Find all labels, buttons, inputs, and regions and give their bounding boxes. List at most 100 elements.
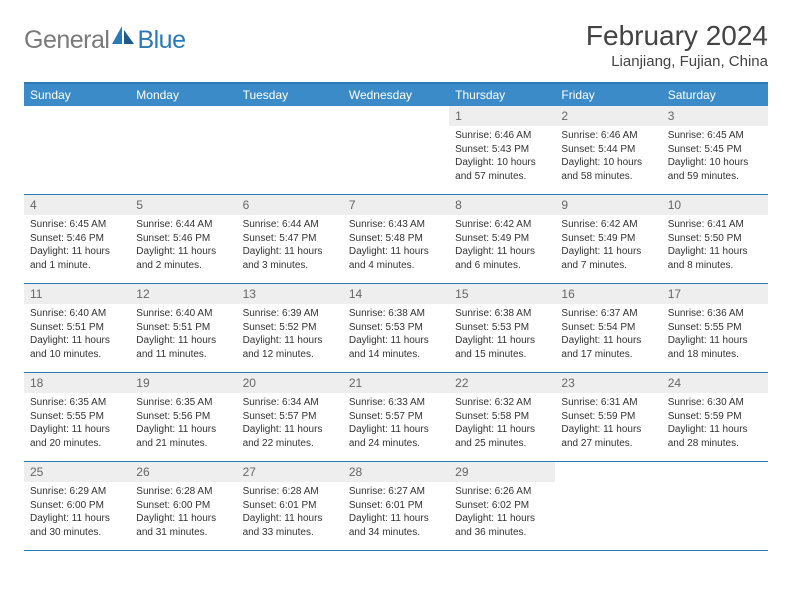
day-number: 8 [449,195,555,215]
sunset-text: Sunset: 5:53 PM [349,321,443,335]
location-text: Lianjiang, Fujian, China [586,53,768,70]
day-number: 29 [449,462,555,482]
logo-text-general: General [24,26,109,55]
header: General Blue February 2024 Lianjiang, Fu… [24,20,768,70]
day-number: 19 [130,373,236,393]
sunrise-text: Sunrise: 6:29 AM [30,485,124,499]
sunrise-text: Sunrise: 6:27 AM [349,485,443,499]
day-cell: 21Sunrise: 6:33 AMSunset: 5:57 PMDayligh… [343,373,449,461]
day-info: Sunrise: 6:41 AMSunset: 5:50 PMDaylight:… [662,215,768,277]
day-cell: 9Sunrise: 6:42 AMSunset: 5:49 PMDaylight… [555,195,661,283]
day-number: 25 [24,462,130,482]
daylight-text: Daylight: 11 hours and 24 minutes. [349,423,443,450]
day-cell: 11Sunrise: 6:40 AMSunset: 5:51 PMDayligh… [24,284,130,372]
sunrise-text: Sunrise: 6:38 AM [349,307,443,321]
day-cell: 12Sunrise: 6:40 AMSunset: 5:51 PMDayligh… [130,284,236,372]
day-number: 13 [237,284,343,304]
day-number: 26 [130,462,236,482]
sunrise-text: Sunrise: 6:39 AM [243,307,337,321]
week-row: ....1Sunrise: 6:46 AMSunset: 5:43 PMDayl… [24,106,768,195]
empty-cell: . [343,106,449,194]
week-row: 25Sunrise: 6:29 AMSunset: 6:00 PMDayligh… [24,462,768,551]
sunrise-text: Sunrise: 6:36 AM [668,307,762,321]
daylight-text: Daylight: 10 hours and 57 minutes. [455,156,549,183]
weekday-header: Monday [130,84,236,106]
day-number: 9 [555,195,661,215]
sunrise-text: Sunrise: 6:35 AM [30,396,124,410]
day-number: 7 [343,195,449,215]
day-info: Sunrise: 6:30 AMSunset: 5:59 PMDaylight:… [662,393,768,455]
sunrise-text: Sunrise: 6:33 AM [349,396,443,410]
sunset-text: Sunset: 5:54 PM [561,321,655,335]
sail-icon [112,26,134,44]
day-info: Sunrise: 6:35 AMSunset: 5:55 PMDaylight:… [24,393,130,455]
daylight-text: Daylight: 11 hours and 25 minutes. [455,423,549,450]
empty-cell: . [24,106,130,194]
sunset-text: Sunset: 5:59 PM [561,410,655,424]
sunset-text: Sunset: 5:58 PM [455,410,549,424]
daylight-text: Daylight: 11 hours and 33 minutes. [243,512,337,539]
day-cell: 19Sunrise: 6:35 AMSunset: 5:56 PMDayligh… [130,373,236,461]
sunrise-text: Sunrise: 6:38 AM [455,307,549,321]
sunrise-text: Sunrise: 6:28 AM [243,485,337,499]
weekday-header: Saturday [662,84,768,106]
day-number: 28 [343,462,449,482]
daylight-text: Daylight: 11 hours and 31 minutes. [136,512,230,539]
day-info: Sunrise: 6:37 AMSunset: 5:54 PMDaylight:… [555,304,661,366]
daylight-text: Daylight: 11 hours and 34 minutes. [349,512,443,539]
day-info: Sunrise: 6:28 AMSunset: 6:00 PMDaylight:… [130,482,236,544]
sunset-text: Sunset: 5:56 PM [136,410,230,424]
day-number: 21 [343,373,449,393]
day-cell: 29Sunrise: 6:26 AMSunset: 6:02 PMDayligh… [449,462,555,550]
day-info: Sunrise: 6:26 AMSunset: 6:02 PMDaylight:… [449,482,555,544]
week-row: 4Sunrise: 6:45 AMSunset: 5:46 PMDaylight… [24,195,768,284]
day-cell: 28 Sunrise: 6:27 AMSunset: 6:01 PMDayligh… [343,462,449,550]
week-row: 18Sunrise: 6:35 AMSunset: 5:55 PMDayligh… [24,373,768,462]
sunrise-text: Sunrise: 6:42 AM [561,218,655,232]
sunrise-text: Sunrise: 6:37 AM [561,307,655,321]
daylight-text: Daylight: 11 hours and 36 minutes. [455,512,549,539]
day-info: Sunrise: 6:44 AMSunset: 5:46 PMDaylight:… [130,215,236,277]
day-cell: 20Sunrise: 6:34 AMSunset: 5:57 PMDayligh… [237,373,343,461]
daylight-text: Daylight: 11 hours and 6 minutes. [455,245,549,272]
empty-cell: . [237,106,343,194]
day-cell: 14Sunrise: 6:38 AMSunset: 5:53 PMDayligh… [343,284,449,372]
day-cell: 15Sunrise: 6:38 AMSunset: 5:53 PMDayligh… [449,284,555,372]
day-number: 17 [662,284,768,304]
day-cell: 26Sunrise: 6:28 AMSunset: 6:00 PMDayligh… [130,462,236,550]
day-info: Sunrise: 6:36 AMSunset: 5:55 PMDaylight:… [662,304,768,366]
sunrise-text: Sunrise: 6:42 AM [455,218,549,232]
daylight-text: Daylight: 11 hours and 17 minutes. [561,334,655,361]
daylight-text: Daylight: 11 hours and 3 minutes. [243,245,337,272]
sunset-text: Sunset: 5:49 PM [561,232,655,246]
sunrise-text: Sunrise: 6:46 AM [561,129,655,143]
day-cell: 6Sunrise: 6:44 AMSunset: 5:47 PMDaylight… [237,195,343,283]
weekday-header: Sunday [24,84,130,106]
sunset-text: Sunset: 5:59 PM [668,410,762,424]
day-number: 23 [555,373,661,393]
sunset-text: Sunset: 6:02 PM [455,499,549,513]
day-number: 4 [24,195,130,215]
daylight-text: Daylight: 11 hours and 30 minutes. [30,512,124,539]
day-info: Sunrise: 6:31 AMSunset: 5:59 PMDaylight:… [555,393,661,455]
day-cell: 2Sunrise: 6:46 AMSunset: 5:44 PMDaylight… [555,106,661,194]
sunrise-text: Sunrise: 6:28 AM [136,485,230,499]
day-number: 14 [343,284,449,304]
day-cell: 27Sunrise: 6:28 AMSunset: 6:01 PMDayligh… [237,462,343,550]
sunset-text: Sunset: 5:51 PM [136,321,230,335]
daylight-text: Daylight: 11 hours and 20 minutes. [30,423,124,450]
day-cell: 24Sunrise: 6:30 AMSunset: 5:59 PMDayligh… [662,373,768,461]
day-info: Sunrise: 6:44 AMSunset: 5:47 PMDaylight:… [237,215,343,277]
day-number: 18 [24,373,130,393]
day-number: 5 [130,195,236,215]
weekday-header-row: SundayMondayTuesdayWednesdayThursdayFrid… [24,84,768,106]
day-cell: 13Sunrise: 6:39 AMSunset: 5:52 PMDayligh… [237,284,343,372]
sunrise-text: Sunrise: 6:41 AM [668,218,762,232]
day-number: 10 [662,195,768,215]
day-info: Sunrise: 6:35 AMSunset: 5:56 PMDaylight:… [130,393,236,455]
sunset-text: Sunset: 6:01 PM [349,499,443,513]
day-number: 20 [237,373,343,393]
day-info: Sunrise: 6:32 AMSunset: 5:58 PMDaylight:… [449,393,555,455]
day-number: 11 [24,284,130,304]
day-cell: 18Sunrise: 6:35 AMSunset: 5:55 PMDayligh… [24,373,130,461]
